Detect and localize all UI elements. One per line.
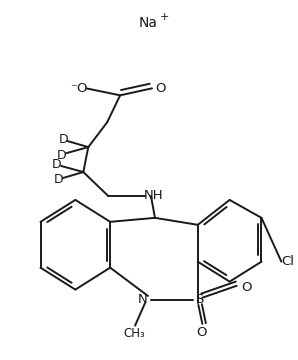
Text: Cl: Cl: [281, 255, 294, 268]
Text: Na: Na: [139, 15, 158, 30]
Text: O: O: [196, 326, 207, 339]
Text: O: O: [156, 82, 166, 95]
Text: NH: NH: [144, 189, 164, 202]
Text: N: N: [138, 293, 148, 306]
Text: D: D: [53, 174, 63, 186]
Text: D: D: [57, 149, 66, 162]
Text: CH₃: CH₃: [124, 327, 145, 341]
Text: ⁻O: ⁻O: [70, 82, 88, 95]
Text: O: O: [241, 281, 251, 294]
Text: D: D: [52, 158, 61, 171]
Text: +: +: [160, 12, 169, 22]
Text: D: D: [58, 133, 68, 146]
Text: S: S: [195, 293, 204, 306]
